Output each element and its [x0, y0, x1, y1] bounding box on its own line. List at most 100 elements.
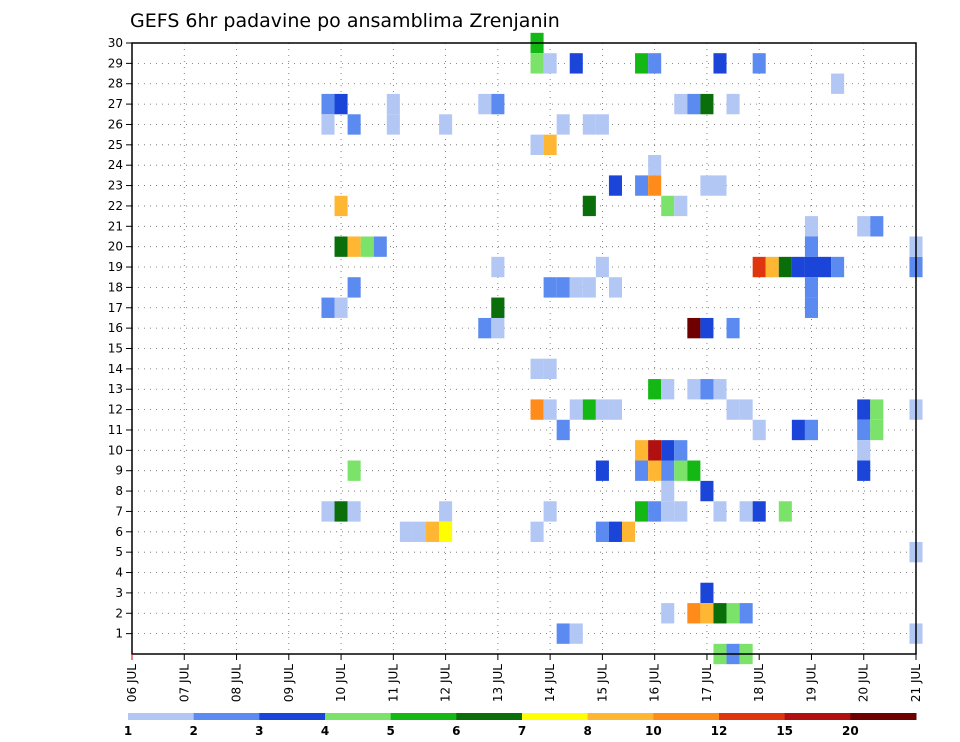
- heatmap-cell: [595, 460, 609, 481]
- heatmap-cell: [635, 460, 649, 481]
- heatmap-cell: [752, 419, 766, 441]
- colorbar-segment: [259, 713, 326, 720]
- heatmap-cells: [321, 32, 923, 665]
- heatmap-cell: [804, 297, 818, 318]
- heatmap-cell: [661, 460, 675, 481]
- heatmap-cell: [386, 93, 400, 115]
- heatmap-cell: [426, 521, 440, 542]
- heatmap-cell: [700, 317, 714, 339]
- heatmap-cell: [543, 501, 557, 522]
- colorbar-label: 12: [711, 724, 728, 738]
- colorbar-segment: [128, 713, 195, 720]
- y-tick-label: 24: [108, 158, 123, 172]
- colorbar-label: 4: [321, 724, 329, 738]
- heatmap-cell: [334, 297, 348, 318]
- heatmap-cell: [857, 216, 871, 237]
- x-tick-label: 18 JUL: [752, 664, 766, 702]
- x-tick-label: 14 JUL: [543, 664, 557, 702]
- y-tick-label: 13: [108, 382, 123, 396]
- heatmap-cell: [726, 399, 740, 420]
- y-tick-label: 21: [108, 219, 123, 233]
- y-tick-label: 3: [115, 586, 123, 600]
- heatmap-cell: [804, 256, 818, 278]
- heatmap-cell: [439, 501, 453, 522]
- heatmap-cell: [530, 53, 544, 74]
- colorbar-segment: [456, 713, 523, 720]
- colorbar-segment: [325, 713, 392, 720]
- heatmap-cell: [595, 256, 609, 278]
- heatmap-cell: [569, 277, 583, 298]
- y-tick-label: 26: [108, 117, 123, 131]
- y-tick-label: 20: [108, 240, 123, 254]
- x-tick-label: 15 JUL: [595, 664, 609, 702]
- heatmap-cell: [347, 277, 361, 298]
- heatmap-cell: [674, 440, 688, 461]
- heatmap-cell: [321, 501, 335, 522]
- heatmap-cell: [622, 521, 636, 542]
- y-tick-label: 10: [108, 443, 123, 457]
- heatmap-cell: [674, 460, 688, 481]
- heatmap-cell: [713, 53, 727, 74]
- heatmap-cell: [804, 419, 818, 441]
- y-tick-label: 6: [115, 525, 123, 539]
- colorbar-label: 8: [583, 724, 591, 738]
- heatmap-cell: [700, 582, 714, 604]
- heatmap-cell: [674, 501, 688, 522]
- heatmap-cell: [870, 419, 884, 441]
- heatmap-cell: [334, 236, 348, 257]
- y-tick-label: 16: [108, 321, 123, 335]
- colorbar-label: 6: [452, 724, 460, 738]
- heatmap-cell: [739, 501, 753, 522]
- heatmap-cell: [713, 603, 727, 624]
- colorbar-label: 3: [255, 724, 263, 738]
- heatmap-cell: [870, 216, 884, 237]
- heatmap-cell: [556, 623, 570, 644]
- heatmap-cell: [713, 501, 727, 522]
- heatmap-cell: [870, 399, 884, 420]
- heatmap-cell: [582, 277, 596, 298]
- heatmap-cell: [648, 440, 662, 461]
- colorbar-segment: [587, 713, 654, 720]
- colorbar-label: 20: [842, 724, 859, 738]
- y-tick-label: 17: [108, 301, 123, 315]
- x-tick-label: 07 JUL: [177, 664, 191, 702]
- heatmap-cell: [739, 603, 753, 624]
- heatmap-cell: [648, 460, 662, 481]
- heatmap-cell: [648, 501, 662, 522]
- heatmap-cell: [439, 521, 453, 542]
- x-tick-label: 12 JUL: [439, 664, 453, 702]
- heatmap-cell: [569, 53, 583, 74]
- heatmap-cell: [373, 236, 387, 257]
- heatmap-cell: [661, 480, 675, 502]
- heatmap-cell: [726, 317, 740, 339]
- heatmap-cell: [543, 134, 557, 156]
- colorbar-label: 15: [776, 724, 793, 738]
- heatmap-cell: [543, 277, 557, 298]
- y-tick-label: 14: [108, 362, 123, 376]
- heatmap-cell: [608, 521, 622, 542]
- heatmap-cell: [347, 114, 361, 135]
- heatmap-cell: [791, 419, 805, 441]
- heatmap-cell: [831, 256, 845, 278]
- heatmap-cell: [778, 501, 792, 522]
- heatmap-cell: [556, 114, 570, 135]
- heatmap-cell: [530, 399, 544, 420]
- y-tick-label: 25: [108, 138, 123, 152]
- heatmap-cell: [752, 256, 766, 278]
- heatmap-cell: [530, 358, 544, 380]
- heatmap-cell: [543, 53, 557, 74]
- heatmap-cell: [726, 93, 740, 115]
- x-tick-label: 16 JUL: [648, 664, 662, 702]
- heatmap-cell: [687, 93, 701, 115]
- x-tick-label: 06 JUL: [125, 664, 139, 702]
- y-tick-label: 5: [115, 545, 123, 559]
- heatmap-cell: [661, 603, 675, 624]
- y-tick-label: 18: [108, 280, 123, 294]
- y-tick-label: 7: [115, 504, 123, 518]
- colorbar-segment: [522, 713, 589, 720]
- y-tick-label: 30: [108, 36, 123, 50]
- heatmap-cell: [739, 399, 753, 420]
- x-tick-label: 09 JUL: [282, 664, 296, 702]
- heatmap-cell: [543, 399, 557, 420]
- heatmap-cell: [765, 256, 779, 278]
